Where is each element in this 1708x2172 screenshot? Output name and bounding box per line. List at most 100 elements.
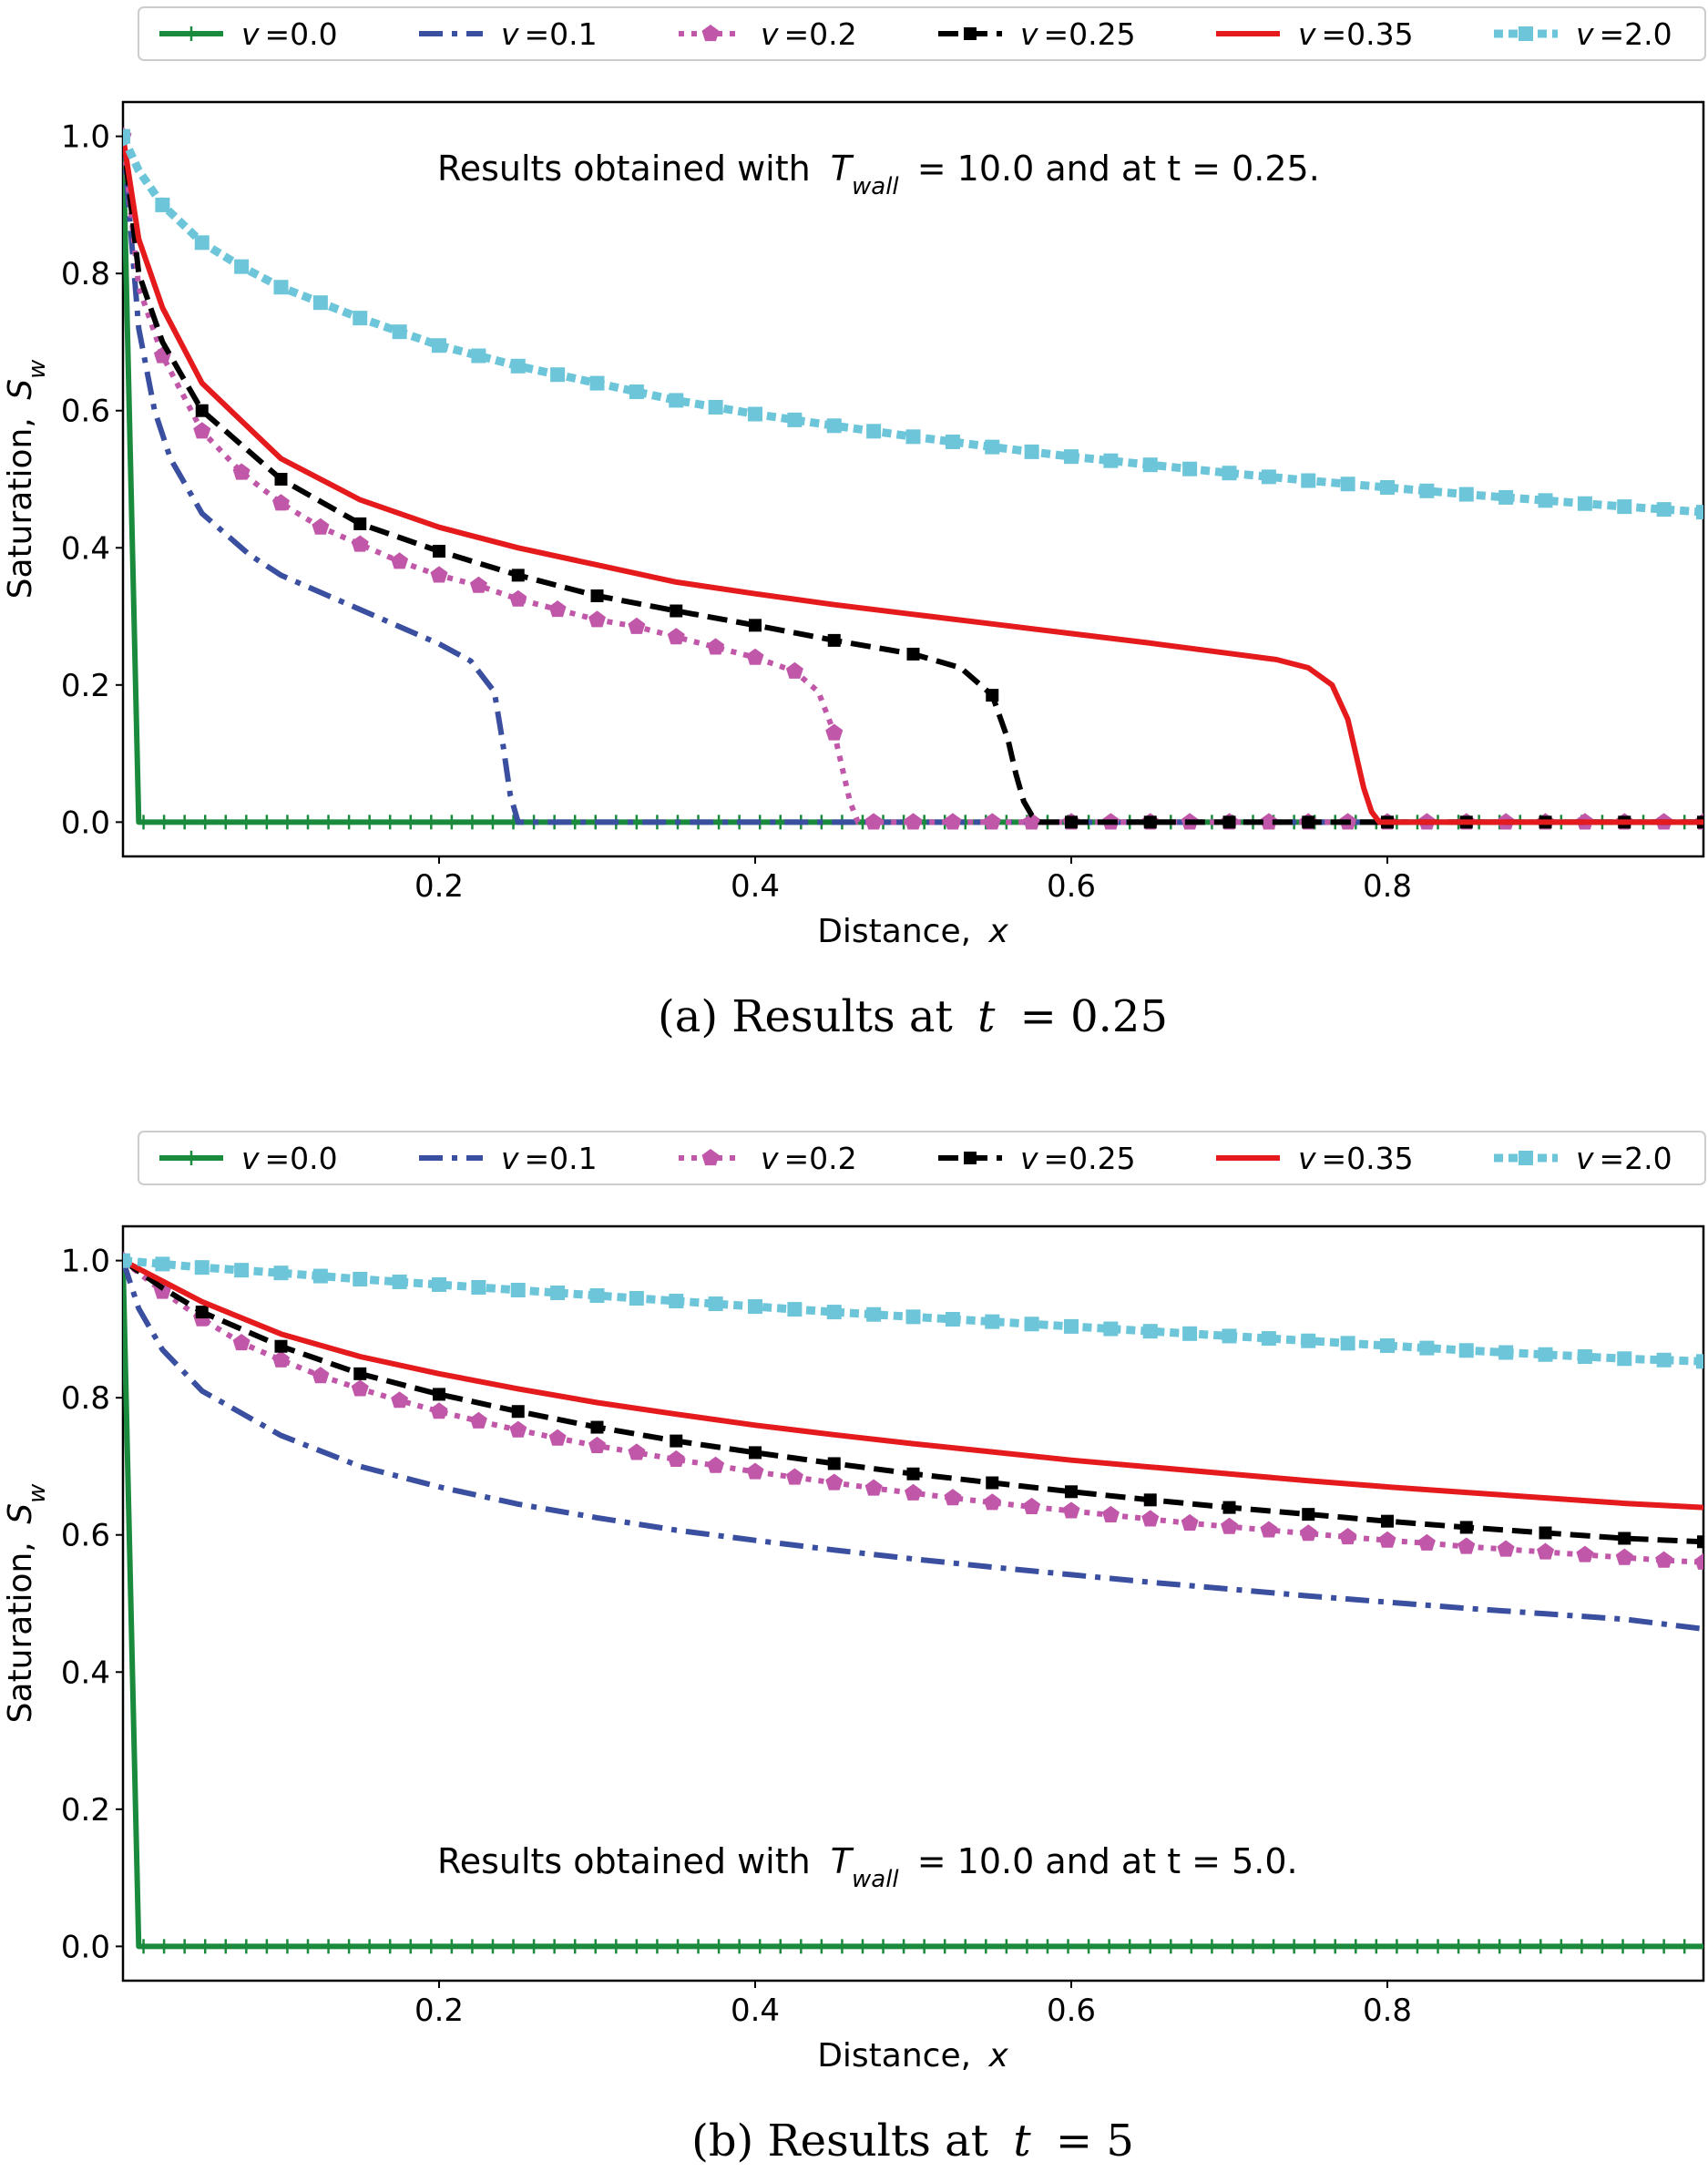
data-point [155,197,170,212]
data-point [1537,1542,1554,1560]
data-point [1458,487,1474,502]
data-point [138,1939,149,1954]
data-point [353,517,367,530]
data-point [1457,1537,1476,1554]
data-point [1260,1521,1278,1538]
data-point [469,576,487,593]
data-point [281,814,293,830]
legend-label: v =0.25 [1020,1141,1136,1176]
data-point [692,1939,704,1954]
series-line [123,1258,1703,1545]
data-point [1181,1513,1199,1531]
data-point [392,1274,407,1289]
data-point [1302,1508,1315,1521]
data-point [1069,1458,1074,1463]
data-point [1141,1510,1160,1527]
data-point [195,404,209,417]
y-tick-label: 0.0 [61,804,110,841]
data-point [302,1939,313,1954]
data-point [749,1446,762,1460]
data-point [918,1939,930,1954]
data-point [1617,499,1632,515]
data-point [1222,1328,1237,1344]
data-point [159,1939,170,1954]
data-point [1543,1495,1548,1501]
data-point [509,1420,527,1438]
data-point [471,1279,486,1295]
data-point [1669,1503,1674,1509]
data-point [312,517,330,535]
data-point [980,1939,992,1954]
data-point [194,1260,210,1276]
data-point [1340,476,1355,492]
data-point [1458,1343,1474,1358]
data-point [879,608,885,613]
data-point [510,358,526,374]
data-point [363,1939,375,1954]
data-point [1655,1551,1673,1568]
data-point [550,1286,566,1301]
data-point [1350,1939,1362,1954]
series-2.0-a [123,128,1703,520]
legend-b: v =0.0 v =0.1 v =0.2 v =0.25 v =0.35 v =2.0 [138,1131,1706,1185]
legend-label: v =0.0 [241,16,338,52]
data-point [302,814,313,830]
y-axis-label-a: Saturation, Sw [2,359,51,599]
data-point [1385,1484,1390,1490]
data-point [746,1462,764,1480]
legend-label: v =0.35 [1298,1141,1414,1176]
data-point [879,1438,885,1443]
data-point [1268,1939,1280,1954]
data-point [499,541,505,547]
data-point [391,552,409,569]
data-point [199,1939,211,1954]
data-point [152,1275,158,1280]
data-point [1574,819,1580,825]
data-point [183,350,189,355]
legend-item: v =2.0 [1494,1141,1672,1176]
data-point [1195,647,1201,652]
data-point [1701,819,1703,825]
annotation-b: Results obtained with Twall = 10.0 and a… [437,1841,1298,1893]
data-point [499,1383,505,1388]
data-point [628,617,646,634]
data-point [628,1443,646,1460]
data-point [1143,815,1157,829]
data-point [322,814,334,830]
data-point [1417,1486,1422,1491]
data-point [1041,1939,1053,1954]
legend-item: v =0.35 [1216,16,1414,52]
legend-label: v =0.25 [1020,16,1136,52]
data-point [353,1367,367,1380]
data-point [436,525,442,530]
data-point [1064,449,1079,465]
data-point [1459,1521,1473,1534]
data-point [826,418,842,434]
data-point [247,1318,252,1324]
data-point [384,1939,396,1954]
data-point [351,1379,369,1397]
y-tick-label: 0.2 [61,668,110,704]
data-point [138,814,149,830]
data-point [610,1939,622,1954]
data-point [1535,1939,1547,1954]
data-point [721,1418,726,1423]
data-point [1701,1505,1703,1511]
data-point [1543,819,1548,825]
data-point [733,1939,745,1954]
series-0.1-b [123,1259,1703,1632]
y-tick-label: 1.0 [61,119,110,156]
data-point [312,295,328,311]
data-point [195,1306,209,1319]
data-point [343,1939,355,1954]
data-point [152,282,158,288]
data-point [944,813,962,830]
data-point [1697,1535,1703,1549]
data-point [507,1939,519,1954]
data-point [1195,1469,1201,1474]
data-point [785,1468,803,1485]
data-point [752,591,758,597]
data-point [669,393,684,408]
data-point [279,1331,283,1337]
data-point [531,548,537,554]
